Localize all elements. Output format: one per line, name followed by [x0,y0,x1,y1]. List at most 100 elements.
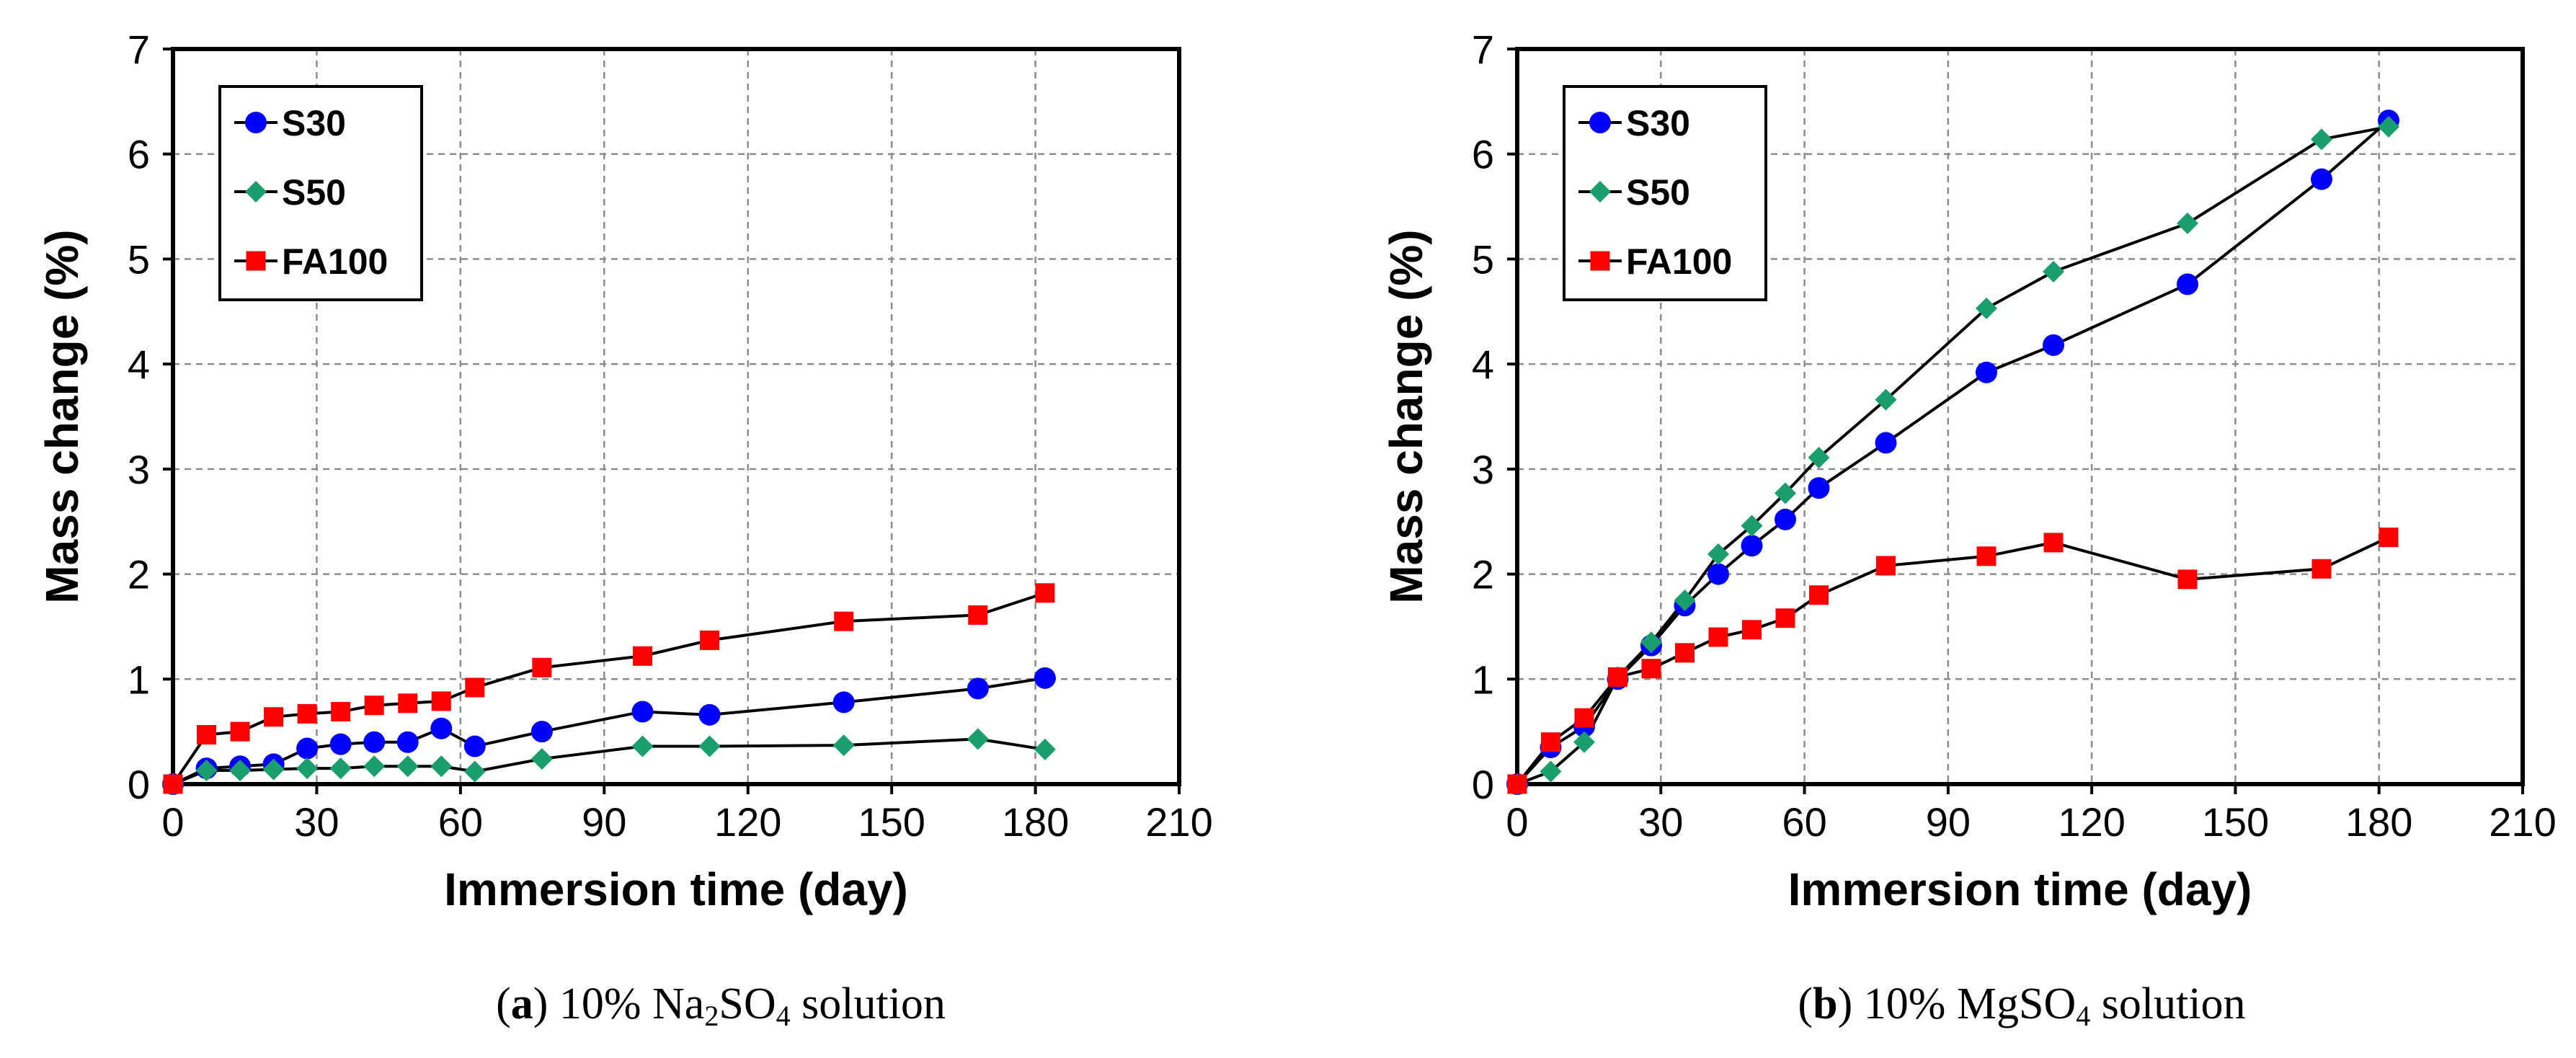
data-point-S50 [430,755,453,778]
chart-b: 0 30 60 90 120 150 180 210 0 1 2 3 4 5 6 7 Immersion tim… [1380,27,2557,1032]
caption-text: solution [2090,979,2245,1028]
y-tick-label: 2 [128,552,150,597]
y-axis-label: Mass change (%) [36,229,88,603]
data-point-S50 [396,755,419,778]
data-point-FA100 [431,691,451,711]
x-tick-label: 180 [2345,799,2412,845]
chart-caption: (a) 10% Na2SO4 solution [496,979,946,1032]
data-point-FA100 [197,725,217,745]
caption-close-paren: ) [1838,979,1853,1028]
data-point-FA100 [364,695,384,716]
data-point-FA100 [1976,546,1997,566]
y-tick-label: 0 [128,762,150,807]
data-point-S50 [296,757,319,780]
x-tick-label: 90 [1926,799,1971,845]
x-axis-label: Immersion time (day) [1788,863,2252,915]
series-line-FA100 [1516,535,2389,786]
data-point-FA100 [465,677,485,698]
data-point-S30 [1875,432,1897,454]
data-point-FA100 [1742,620,1762,640]
data-point-S50 [1540,760,1562,783]
data-point-FA100 [1876,556,1896,576]
series-line-FA100 [172,591,1046,786]
data-point-S30 [1034,667,1056,689]
data-point-FA100 [398,693,418,714]
caption-letter: a [511,979,533,1028]
series-points-FA100 [163,583,1055,794]
chart-a: 0 30 60 90 120 150 180 210 0 1 2 3 4 5 6 7 Immersion tim… [36,27,1213,1032]
caption-text: solution [791,979,946,1028]
caption-open-paren: ( [1798,979,1813,1028]
chart-caption: (b) 10% MgSO4 solution [1798,979,2245,1032]
data-point-S50 [2311,128,2332,151]
data-point-S30 [832,691,855,714]
legend-label-FA100: FA100 [1626,241,1732,282]
caption-open-paren: ( [496,979,511,1028]
series-line-S50 [172,737,1046,786]
data-point-S30 [1976,361,1997,383]
caption-text: 10% MgSO [1852,979,2076,1028]
data-point-S50 [329,757,352,780]
data-point-S50 [1034,738,1056,760]
legend-marker-S50 [245,181,267,203]
data-point-S30 [2177,273,2198,295]
x-tick-label: 150 [2202,799,2269,845]
data-point-S50 [1640,631,1662,654]
data-point-S30 [363,731,386,753]
legend-marker-S30 [1589,112,1611,133]
x-tick-label: 0 [1506,799,1528,845]
legend-label-S50: S50 [282,172,346,213]
data-point-S50 [2043,260,2064,283]
legend-marker-S50 [1589,181,1611,203]
x-tick-label: 0 [161,799,184,845]
data-point-S30 [1707,563,1729,585]
caption-letter: b [1813,979,1837,1028]
data-point-S30 [530,721,553,743]
x-tick-label: 30 [294,799,339,845]
data-point-S30 [1775,508,1796,530]
y-tick-label: 7 [128,27,150,72]
data-point-FA100 [834,611,854,631]
caption-close-paren: ) [533,979,548,1028]
data-point-FA100 [1035,583,1055,603]
data-point-FA100 [163,774,183,794]
data-point-S50 [698,735,721,757]
legend: S30 S50 FA100 [1563,85,1767,301]
data-point-FA100 [2311,559,2332,579]
legend-marker-FA100 [1590,251,1610,271]
data-point-FA100 [1541,732,1560,752]
data-point-FA100 [1608,667,1627,687]
caption-subscript: 4 [2076,1000,2090,1032]
y-tick-label: 0 [1472,762,1494,807]
data-point-FA100 [1641,659,1661,679]
x-tick-label: 60 [438,799,483,845]
data-point-S30 [463,735,486,757]
data-point-FA100 [1675,643,1695,663]
caption-subscript: 4 [776,1000,791,1032]
legend-marker-FA100 [246,251,266,271]
data-point-FA100 [532,657,552,677]
data-point-S50 [2177,212,2198,234]
data-point-FA100 [968,605,988,625]
legend-label-S30: S30 [282,103,346,143]
data-point-FA100 [1574,708,1594,728]
series-line-S30 [1516,119,2390,786]
y-tick-label: 3 [1472,447,1494,492]
data-point-FA100 [230,721,250,742]
data-point-S50 [1573,731,1595,753]
series-line-S30 [172,676,1046,786]
x-axis-label: Immersion time (day) [444,863,908,915]
data-point-FA100 [700,630,720,650]
x-tick-label: 150 [858,799,925,845]
caption-subscript: 2 [704,1000,719,1032]
data-point-S30 [698,703,721,726]
data-point-S30 [396,731,419,753]
y-tick-label: 5 [1472,236,1494,282]
series-points-S50 [162,728,1056,795]
data-point-FA100 [297,703,317,724]
data-point-S30 [1741,535,1763,557]
data-point-S50 [463,760,486,783]
y-tick-label: 1 [128,657,150,702]
data-point-S30 [1808,477,1830,499]
